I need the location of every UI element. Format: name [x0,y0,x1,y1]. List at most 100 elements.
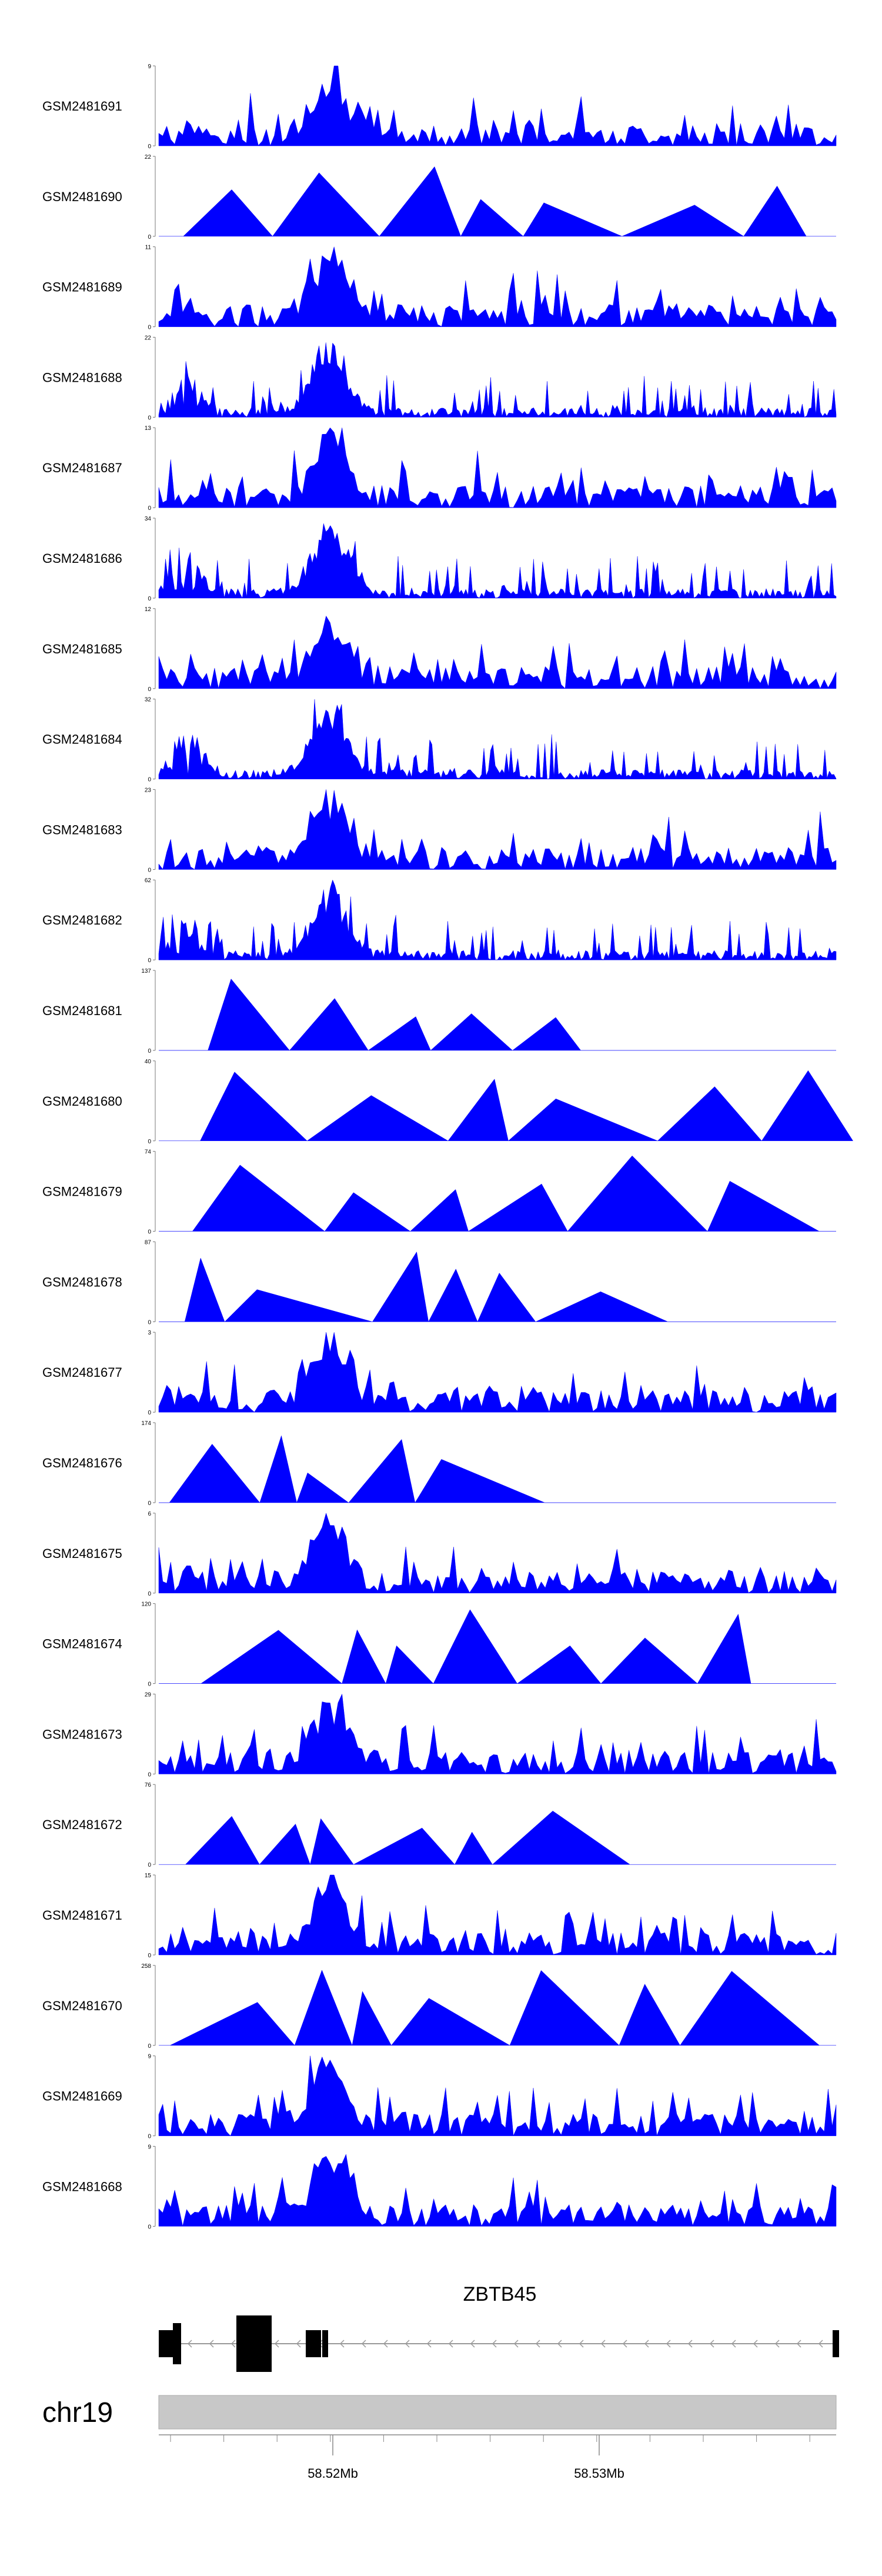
coverage-area [158,1693,837,1774]
exon-2 [173,2323,181,2364]
track-GSM2481684: GSM2481684 32 0 [42,697,837,783]
track-GSM2481681: GSM2481681 137 0 [42,968,836,1055]
track-GSM2481691: GSM2481691 9 0 [42,64,837,150]
coverage-area [158,699,837,779]
exon-5 [322,2330,328,2357]
coverage-area [158,342,837,418]
track-label: GSM2481689 [42,280,122,295]
track-GSM2481671: GSM2481671 15 0 [42,1873,837,1959]
axis-tick-label-1: 58.52Mb [308,2466,358,2481]
track-GSM2481668: GSM2481668 9 0 [42,2144,837,2230]
coverage-area [159,166,836,237]
track-ymax-label: 137 [141,968,151,975]
strand-chevron [187,2340,192,2348]
track-label: GSM2481691 [42,99,122,114]
track-ymin-label: 0 [148,957,151,964]
track-GSM2481674: GSM2481674 120 0 [42,1601,836,1688]
coverage-area [159,1155,836,1232]
track-label: GSM2481683 [42,822,122,837]
track-label: GSM2481668 [42,2179,122,2194]
track-GSM2481689: GSM2481689 11 0 [42,245,837,331]
track-ymin-label: 0 [148,596,151,602]
track-ymin-label: 0 [148,1862,151,1868]
track-ymin-label: 0 [148,1319,151,1326]
axis-minor-ticks [170,2435,810,2442]
track-ymin-label: 0 [148,1139,151,1145]
track-ymax-label: 11 [145,245,152,251]
exon-4 [306,2330,321,2357]
exon-3 [236,2315,272,2372]
coverage-area [158,879,837,960]
strand-chevron [296,2340,301,2348]
track-GSM2481688: GSM2481688 22 0 [42,335,837,421]
strand-chevron [513,2340,519,2348]
track-label: GSM2481679 [42,1184,122,1199]
track-ymax-label: 22 [145,154,152,161]
axis-tick-label-2: 58.53Mb [574,2466,624,2481]
track-ymax-label: 32 [145,697,152,703]
track-ymin-label: 0 [148,505,151,512]
genomic-axis: 58.52Mb 58.53Mb [159,2434,836,2481]
track-ymin-label: 0 [148,2134,151,2140]
track-label: GSM2481672 [42,1817,122,1832]
track-ymax-label: 13 [145,425,152,432]
track-ymax-label: 120 [141,1601,151,1608]
track-ymin-label: 0 [148,325,151,331]
strand-chevron [709,2340,714,2348]
track-label: GSM2481681 [42,1003,122,1018]
strand-chevron [426,2340,432,2348]
track-ymin-label: 0 [148,2224,151,2230]
track-label: GSM2481682 [42,913,122,927]
track-label: GSM2481674 [42,1637,122,1651]
track-label: GSM2481675 [42,1546,122,1561]
track-ymin-label: 0 [148,1229,151,1236]
track-ymax-label: 9 [148,2144,151,2150]
track-GSM2481680: GSM2481680 40 0 [42,1059,854,1145]
track-ymax-label: 74 [145,1149,152,1156]
track-label: GSM2481686 [42,551,122,566]
coverage-area [159,1609,836,1684]
track-label: GSM2481680 [42,1094,122,1109]
track-GSM2481690: GSM2481690 22 0 [42,154,836,241]
track-ymin-label: 0 [148,777,151,783]
strand-chevron [774,2340,780,2348]
track-ymax-label: 258 [141,1963,151,1970]
track-ymin-label: 0 [148,144,151,150]
track-label: GSM2481690 [42,189,122,204]
coverage-area [158,427,837,508]
track-ymin-label: 0 [148,2043,151,2050]
coverage-area [159,1970,836,2046]
strand-chevron [557,2340,562,2348]
track-ymin-label: 0 [148,415,151,421]
track-label: GSM2481673 [42,1727,122,1741]
track-GSM2481686: GSM2481686 34 0 [42,516,837,602]
track-ymin-label: 0 [148,234,151,241]
coverage-area [159,1435,836,1503]
strand-chevron [753,2340,758,2348]
gene-label: ZBTB45 [463,2283,537,2305]
track-GSM2481683: GSM2481683 23 0 [42,787,837,873]
track-ymax-label: 22 [145,335,152,341]
coverage-tracks: GSM248169190GSM2481690220GSM2481689110GS… [42,64,854,2230]
track-ymax-label: 40 [145,1059,152,1065]
coverage-area [158,789,837,870]
track-ymax-label: 62 [145,877,152,884]
strand-chevron [470,2340,475,2348]
track-ymin-label: 0 [148,1681,151,1688]
track-label: GSM2481678 [42,1274,122,1289]
track-ymin-label: 0 [148,686,151,693]
chromosome-ideogram: chr19 [42,2395,837,2430]
chromosome-label: chr19 [42,2397,113,2428]
track-label: GSM2481687 [42,461,122,475]
track-GSM2481675: GSM2481675 6 0 [42,1511,837,1597]
coverage-area [158,1512,837,1594]
strand-chevron [492,2340,497,2348]
track-label: GSM2481669 [42,2089,122,2104]
track-label: GSM2481684 [42,732,122,747]
coverage-area [158,246,837,327]
track-GSM2481670: GSM2481670 258 0 [42,1963,836,2050]
track-GSM2481679: GSM2481679 74 0 [42,1149,836,1236]
strand-chevron [230,2340,236,2348]
track-ymax-label: 23 [145,787,152,793]
track-ymin-label: 0 [148,1591,151,1597]
